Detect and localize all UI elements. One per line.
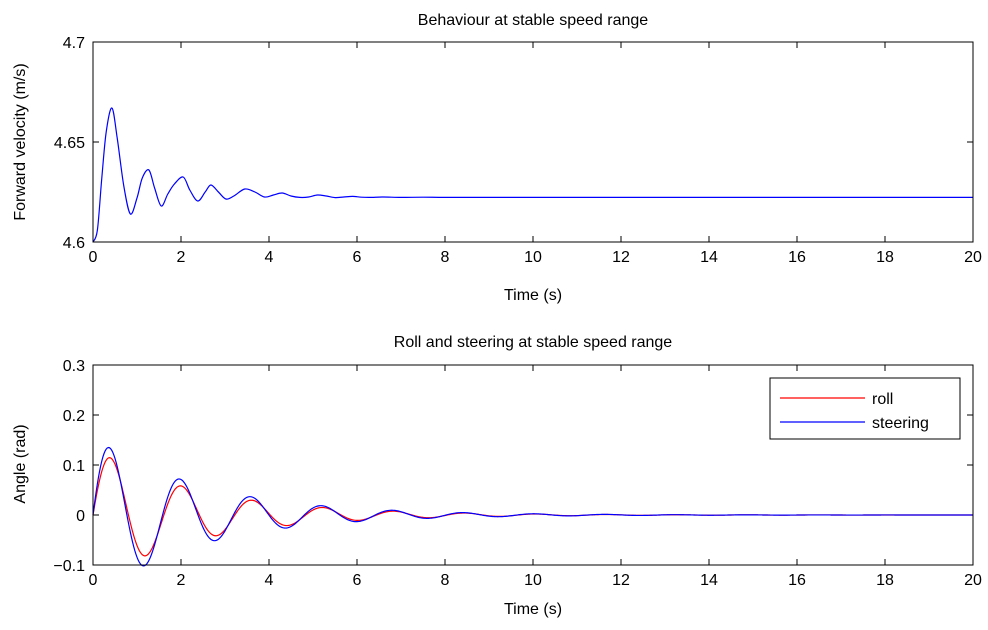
series-line-steering — [92, 446, 973, 567]
series-line — [92, 107, 973, 243]
x-axis-label: Time (s) — [504, 287, 562, 304]
x-tick-label: 0 — [89, 249, 98, 266]
x-tick-label: 10 — [524, 572, 542, 589]
legend-box — [769, 377, 961, 440]
y-tick-label: 0 — [76, 508, 85, 525]
plot-frame — [92, 364, 974, 566]
y-tick-label: 4.6 — [63, 235, 85, 252]
x-tick-label: 18 — [876, 572, 894, 589]
y-tick-label: 0.2 — [63, 408, 85, 425]
tick-layer: 0 2 4 6 8 10 12 14 16 18 20 4.6 4.65 4.7 — [54, 35, 982, 266]
x-tick-label: 2 — [177, 249, 186, 266]
series-layer — [92, 107, 973, 243]
chart-title: Behaviour at stable speed range — [418, 12, 648, 29]
y-axis-label: Angle (rad) — [12, 424, 29, 503]
y-tick-label: 0.3 — [63, 358, 85, 375]
x-tick-label: 12 — [612, 572, 630, 589]
series-layer — [92, 446, 973, 567]
x-tick-label: 2 — [177, 572, 186, 589]
x-tick-label: 14 — [700, 572, 718, 589]
legend: roll steering — [769, 377, 961, 440]
x-tick-label: 18 — [876, 249, 894, 266]
x-tick-label: 14 — [700, 249, 718, 266]
legend-label-steering: steering — [872, 415, 929, 432]
x-tick-label: 12 — [612, 249, 630, 266]
x-tick-label: 6 — [353, 572, 362, 589]
x-tick-label: 0 — [89, 572, 98, 589]
chart-roll-steering: Roll and steering at stable speed range … — [12, 334, 982, 618]
legend-label-roll: roll — [872, 391, 893, 408]
x-axis-label: Time (s) — [504, 601, 562, 618]
y-tick-label: −0.1 — [53, 558, 85, 575]
y-tick-label: 0.1 — [63, 458, 85, 475]
chart-forward-velocity: Behaviour at stable speed range Time (s)… — [12, 12, 982, 304]
x-tick-label: 20 — [964, 572, 982, 589]
y-tick-label: 4.7 — [63, 35, 85, 52]
x-tick-label: 16 — [788, 249, 806, 266]
x-tick-label: 10 — [524, 249, 542, 266]
x-tick-label: 6 — [353, 249, 362, 266]
series-line-roll — [92, 457, 973, 557]
plot-frame — [92, 41, 974, 243]
x-tick-label: 20 — [964, 249, 982, 266]
x-tick-label: 8 — [441, 572, 450, 589]
chart-title: Roll and steering at stable speed range — [394, 334, 673, 351]
y-tick-label: 4.65 — [54, 135, 85, 152]
x-tick-label: 8 — [441, 249, 450, 266]
x-tick-label: 4 — [265, 249, 274, 266]
x-tick-label: 4 — [265, 572, 274, 589]
x-tick-label: 16 — [788, 572, 806, 589]
y-axis-label: Forward velocity (m/s) — [12, 63, 29, 220]
tick-layer: 0 2 4 6 8 10 12 14 16 18 20−0.100.10.20.3 — [53, 358, 982, 589]
